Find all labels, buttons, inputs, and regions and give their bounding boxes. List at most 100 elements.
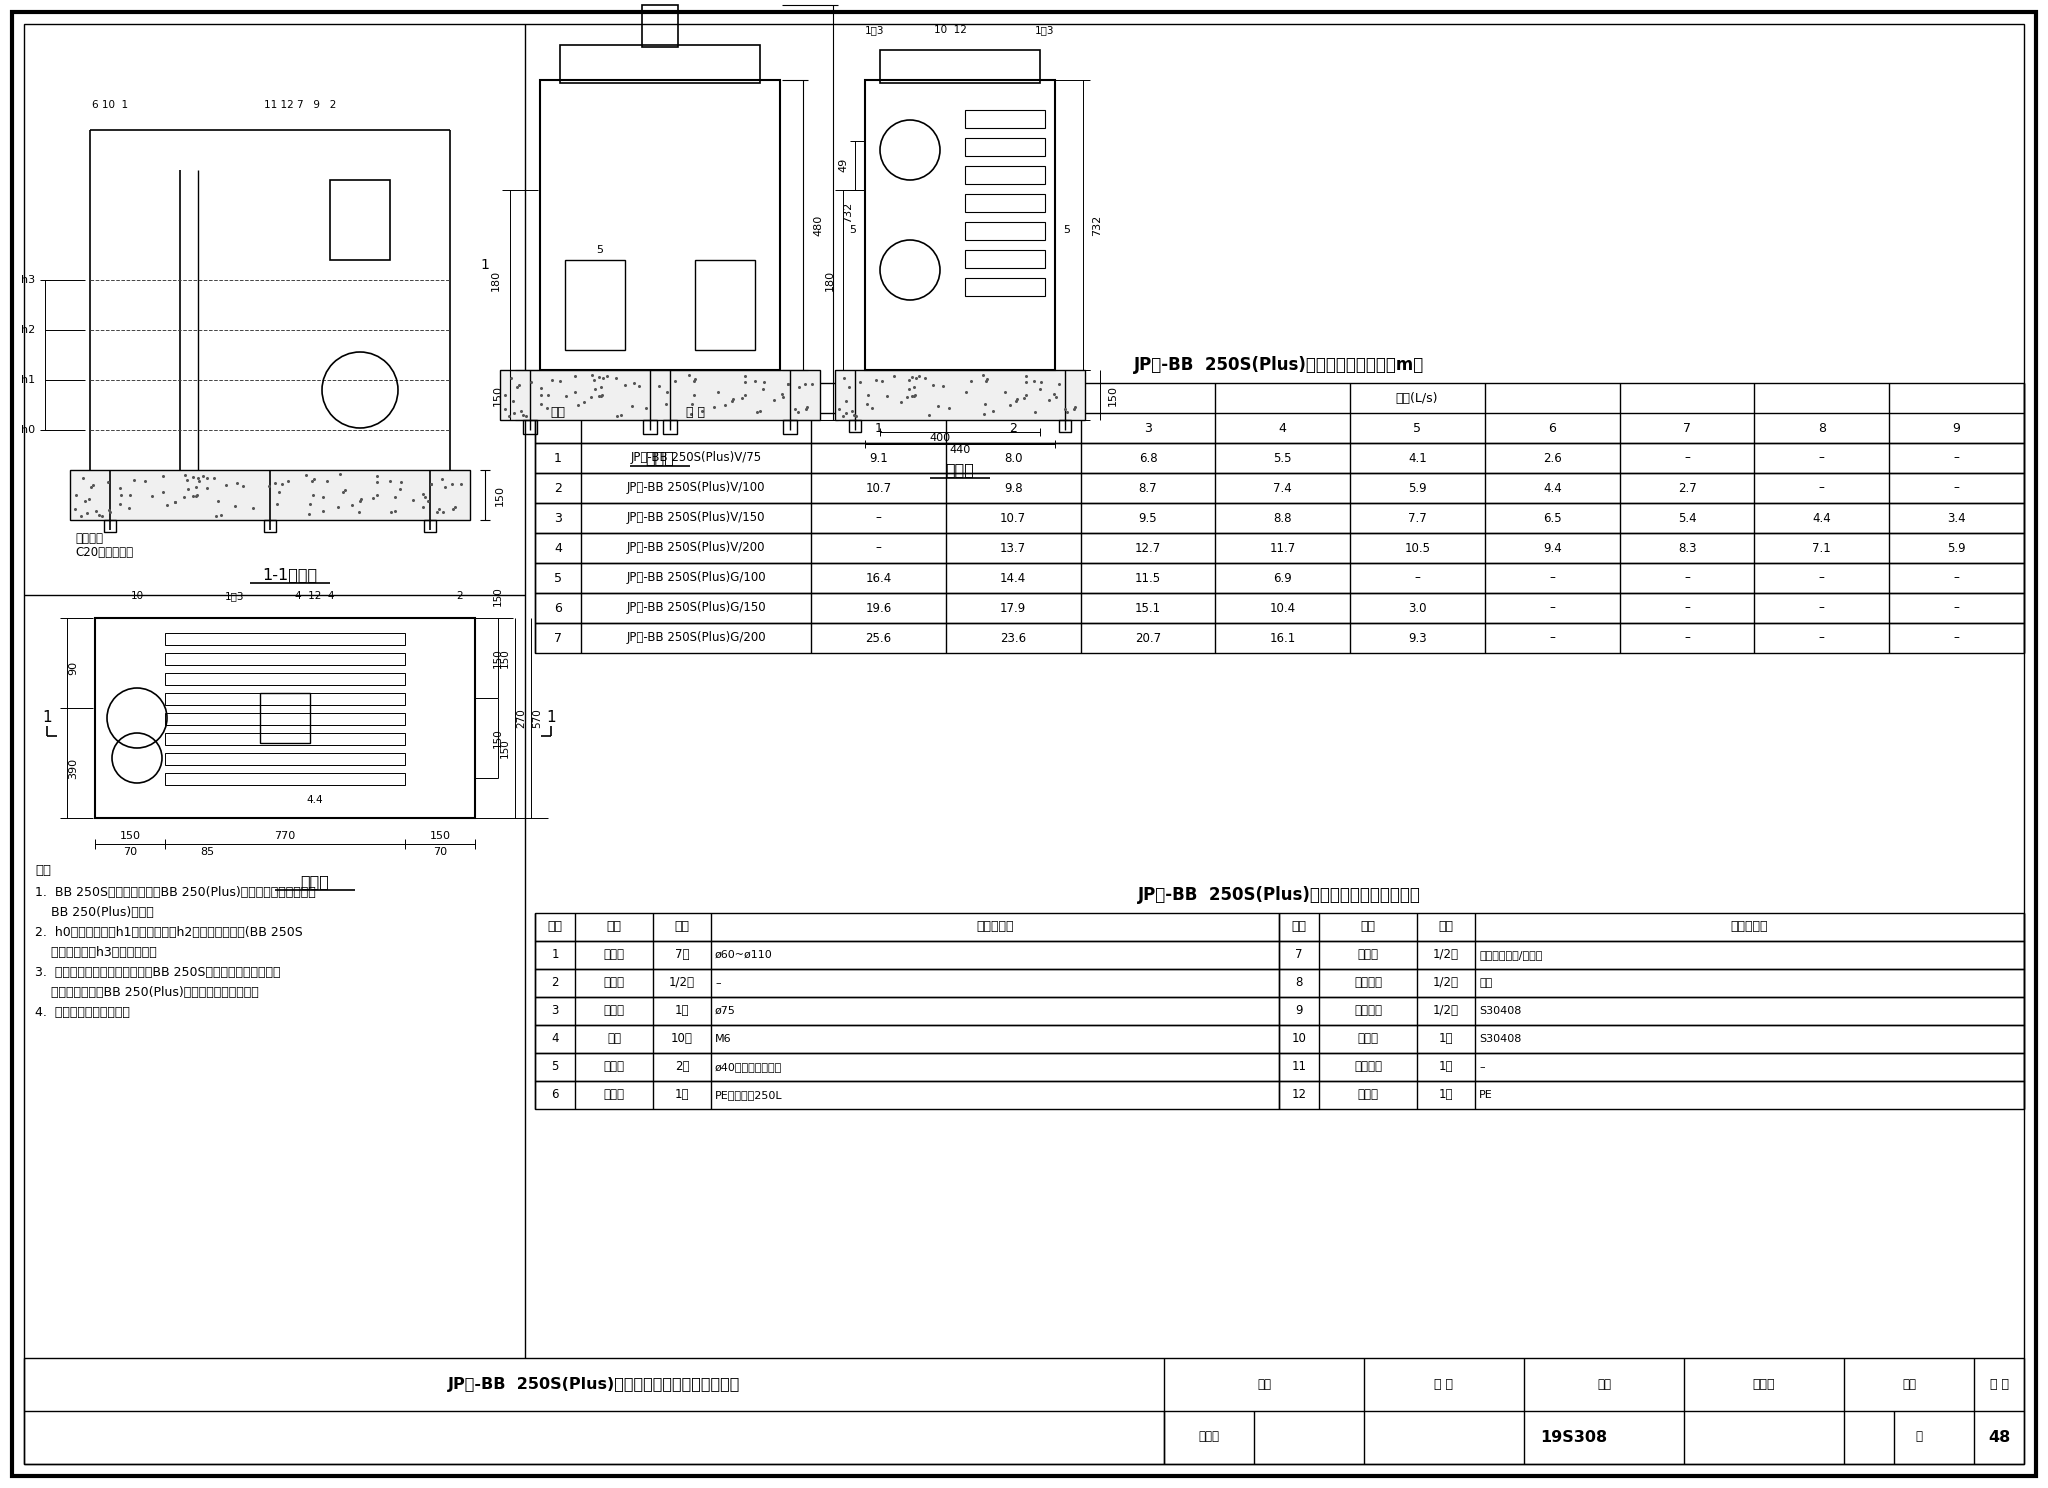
Text: 5: 5	[1063, 225, 1071, 235]
Text: 150: 150	[496, 485, 506, 506]
Text: JP型-BB  250S(Plus)污水提升装置安装图及配置表: JP型-BB 250S(Plus)污水提升装置安装图及配置表	[449, 1376, 739, 1391]
Bar	[264, 519, 276, 533]
Text: 150: 150	[494, 728, 504, 748]
Text: 1: 1	[547, 710, 555, 726]
Text: 2.7: 2.7	[1677, 482, 1696, 494]
Text: –: –	[1683, 601, 1690, 615]
Text: –: –	[1954, 631, 1960, 644]
Text: 1/2个: 1/2个	[670, 976, 694, 990]
Text: 报警浮球: 报警浮球	[1354, 1061, 1382, 1073]
Text: JP型-BB 250S(Plus)G/150: JP型-BB 250S(Plus)G/150	[627, 601, 766, 615]
Bar	[104, 519, 117, 533]
Bar	[535, 473, 2023, 503]
Bar	[965, 278, 1044, 296]
Text: –: –	[1550, 631, 1554, 644]
Text: 480: 480	[813, 214, 823, 235]
Text: 17.9: 17.9	[999, 601, 1026, 615]
Text: 3: 3	[1145, 421, 1151, 434]
Text: –: –	[715, 978, 721, 988]
Text: 检修盖: 检修盖	[1358, 1089, 1378, 1101]
Text: –: –	[1550, 601, 1554, 615]
Bar	[965, 138, 1044, 156]
Text: 10个: 10个	[672, 1033, 692, 1046]
Text: –: –	[1819, 482, 1825, 494]
Text: 材料或规格: 材料或规格	[1731, 921, 1767, 933]
Bar	[424, 519, 436, 533]
Text: 7: 7	[1683, 421, 1692, 434]
Text: 2: 2	[457, 591, 463, 601]
Bar	[535, 997, 2023, 1025]
Text: 9.5: 9.5	[1139, 512, 1157, 524]
Text: 4: 4	[555, 542, 561, 555]
Bar	[559, 45, 760, 83]
Text: 10: 10	[1292, 1033, 1307, 1046]
Text: 设计: 设计	[1903, 1378, 1917, 1390]
Text: –: –	[1550, 571, 1554, 585]
Text: 6: 6	[551, 1089, 559, 1101]
Text: 水泵导轨: 水泵导轨	[1354, 1004, 1382, 1018]
Text: 7.4: 7.4	[1274, 482, 1292, 494]
Text: 90: 90	[68, 661, 78, 676]
Text: 11.5: 11.5	[1135, 571, 1161, 585]
Text: 10.7: 10.7	[866, 482, 891, 494]
Text: –: –	[1954, 482, 1960, 494]
Text: 150: 150	[500, 738, 510, 757]
Text: 23.6: 23.6	[999, 631, 1026, 644]
Bar	[535, 1025, 2023, 1054]
Bar	[965, 222, 1044, 240]
Text: 8: 8	[1294, 976, 1303, 990]
Text: 12: 12	[1292, 1089, 1307, 1101]
Bar	[965, 167, 1044, 185]
Text: 5: 5	[850, 225, 856, 235]
Text: 5: 5	[1413, 421, 1421, 434]
Text: 1: 1	[481, 257, 489, 272]
Bar	[535, 914, 2023, 940]
Bar	[1059, 420, 1071, 432]
Text: –: –	[874, 512, 881, 524]
Text: –: –	[1819, 601, 1825, 615]
Text: 4.4: 4.4	[1812, 512, 1831, 524]
Bar	[166, 673, 406, 684]
Bar	[25, 1359, 2023, 1464]
Text: 7.1: 7.1	[1812, 542, 1831, 555]
Text: 序号: 序号	[1292, 921, 1307, 933]
Text: 铸铁: 铸铁	[1479, 978, 1493, 988]
Text: JP型-BB 250S(Plus)G/200: JP型-BB 250S(Plus)G/200	[627, 631, 766, 644]
Text: 150: 150	[430, 830, 451, 841]
Text: 1: 1	[551, 948, 559, 961]
Bar	[166, 772, 406, 786]
Text: 5: 5	[551, 1061, 559, 1073]
Text: 5.9: 5.9	[1409, 482, 1427, 494]
Bar	[965, 110, 1044, 128]
Text: 页: 页	[1915, 1430, 1923, 1443]
Bar	[535, 562, 2023, 594]
Bar	[836, 371, 1085, 420]
Text: 1: 1	[555, 451, 561, 464]
Text: BB 250(Plus)绘制。: BB 250(Plus)绘制。	[35, 906, 154, 918]
Text: 20.7: 20.7	[1135, 631, 1161, 644]
Text: 3.4: 3.4	[1948, 512, 1966, 524]
Text: h2: h2	[20, 324, 35, 335]
Text: 2.  h0为停泵水位，h1为启泵水位，h2为双泵同启水位(BB 250S: 2. h0为停泵水位，h1为启泵水位，h2为双泵同启水位(BB 250S	[35, 926, 303, 939]
Bar	[965, 193, 1044, 211]
Text: 4: 4	[551, 1033, 559, 1046]
Text: 48: 48	[1989, 1430, 2011, 1445]
Text: 10: 10	[131, 591, 143, 601]
Text: 150: 150	[494, 649, 504, 668]
Text: PE，总容积250L: PE，总容积250L	[715, 1091, 782, 1100]
Text: 150: 150	[119, 830, 141, 841]
Text: 732: 732	[1092, 214, 1102, 235]
Bar	[535, 940, 2023, 969]
Text: 270: 270	[516, 708, 526, 728]
Text: 6.5: 6.5	[1542, 512, 1561, 524]
Bar	[166, 753, 406, 765]
Text: 通气口: 通气口	[604, 1004, 625, 1018]
Text: –: –	[1954, 451, 1960, 464]
Bar	[535, 503, 2023, 533]
Text: 5.9: 5.9	[1948, 542, 1966, 555]
Text: 6.8: 6.8	[1139, 451, 1157, 464]
Text: 9: 9	[1294, 1004, 1303, 1018]
Bar	[565, 260, 625, 350]
Text: 9.8: 9.8	[1004, 482, 1022, 494]
Text: 70: 70	[432, 847, 446, 857]
